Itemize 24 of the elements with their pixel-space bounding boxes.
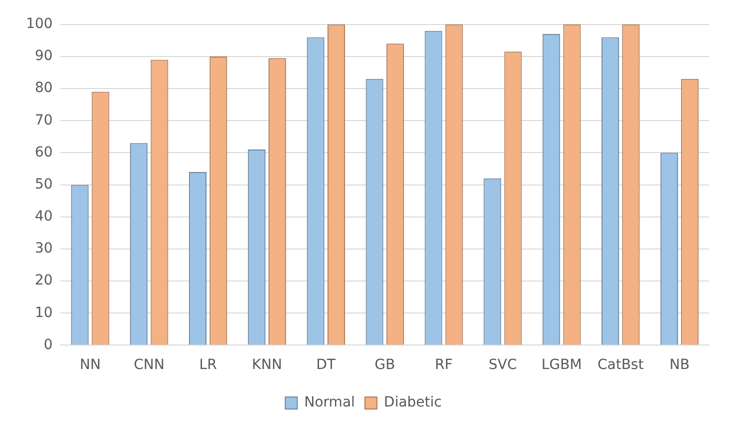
- x-tick-label: RF: [434, 357, 453, 374]
- y-tick-label: 20: [34, 272, 53, 289]
- y-tick-label: 40: [34, 208, 53, 225]
- y-tick-label: 80: [34, 80, 53, 96]
- x-tick-label: LR: [199, 357, 218, 374]
- x-tick-label: GB: [374, 357, 396, 374]
- y-tick-label: 90: [34, 48, 53, 64]
- y-tick-label: 0: [44, 336, 53, 353]
- y-tick-label: 50: [34, 176, 53, 192]
- y-tick-label: 70: [34, 112, 53, 128]
- y-tick-label: 10: [34, 304, 53, 321]
- x-tick-label: NN: [80, 357, 101, 374]
- x-tick-label: NB: [669, 357, 690, 374]
- y-tick-label: 100: [26, 16, 53, 32]
- legend-label: Normal: [304, 394, 355, 411]
- y-tick-label: 60: [34, 144, 53, 160]
- legend-label: Diabetic: [384, 394, 442, 411]
- x-tick-label: LGBM: [541, 357, 582, 374]
- x-tick-label: CatBst: [597, 357, 644, 374]
- x-tick-label: DT: [316, 357, 336, 374]
- x-tick-label: SVC: [488, 357, 518, 374]
- x-tick-label: CNN: [134, 357, 164, 374]
- x-tick-label: KNN: [252, 357, 282, 374]
- y-tick-label: 30: [34, 240, 53, 257]
